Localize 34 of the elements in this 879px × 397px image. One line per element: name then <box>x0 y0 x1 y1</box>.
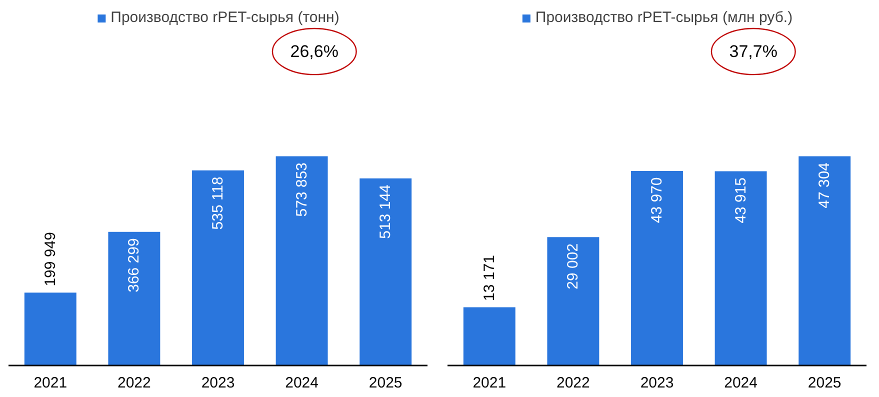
bar <box>798 156 851 366</box>
legend-label: Производство rPET-сырья (млн руб.) <box>535 9 793 26</box>
bar <box>276 156 328 366</box>
data-label: 535 118 <box>210 176 226 230</box>
text: 37,7% <box>729 42 778 62</box>
data-label: 13 171 <box>480 255 498 301</box>
data-label: 29 002 <box>564 243 582 290</box>
x-tick-label: 2024 <box>285 374 318 392</box>
bar <box>360 178 412 366</box>
text: 26,6% <box>290 42 338 62</box>
data-label: 43 915 <box>732 177 750 224</box>
bar <box>24 292 76 366</box>
x-tick-label: 2025 <box>808 374 842 392</box>
data-label: 366 299 <box>126 238 143 292</box>
data-label: 573 853 <box>293 162 310 217</box>
x-tick-label: 2021 <box>34 374 68 392</box>
x-tick-label: 2022 <box>118 374 151 392</box>
data-label: 199 949 <box>42 232 59 286</box>
legend-label: Производство rPET-сырья (тонн) <box>110 9 340 26</box>
x-tick-label: 2023 <box>201 374 235 392</box>
bar <box>714 171 767 366</box>
bar <box>463 307 516 366</box>
bar <box>631 170 683 366</box>
data-label: 43 970 <box>648 177 666 224</box>
bar <box>108 232 160 366</box>
data-label: 513 144 <box>377 184 394 239</box>
data-label: 47 304 <box>816 162 834 208</box>
bar <box>547 237 600 366</box>
x-tick-label: 2023 <box>640 374 674 392</box>
x-tick-label: 2022 <box>556 374 590 392</box>
bar <box>192 170 244 366</box>
x-tick-label: 2024 <box>724 374 758 392</box>
x-tick-label: 2021 <box>472 374 506 392</box>
x-tick-label: 2025 <box>368 374 402 392</box>
